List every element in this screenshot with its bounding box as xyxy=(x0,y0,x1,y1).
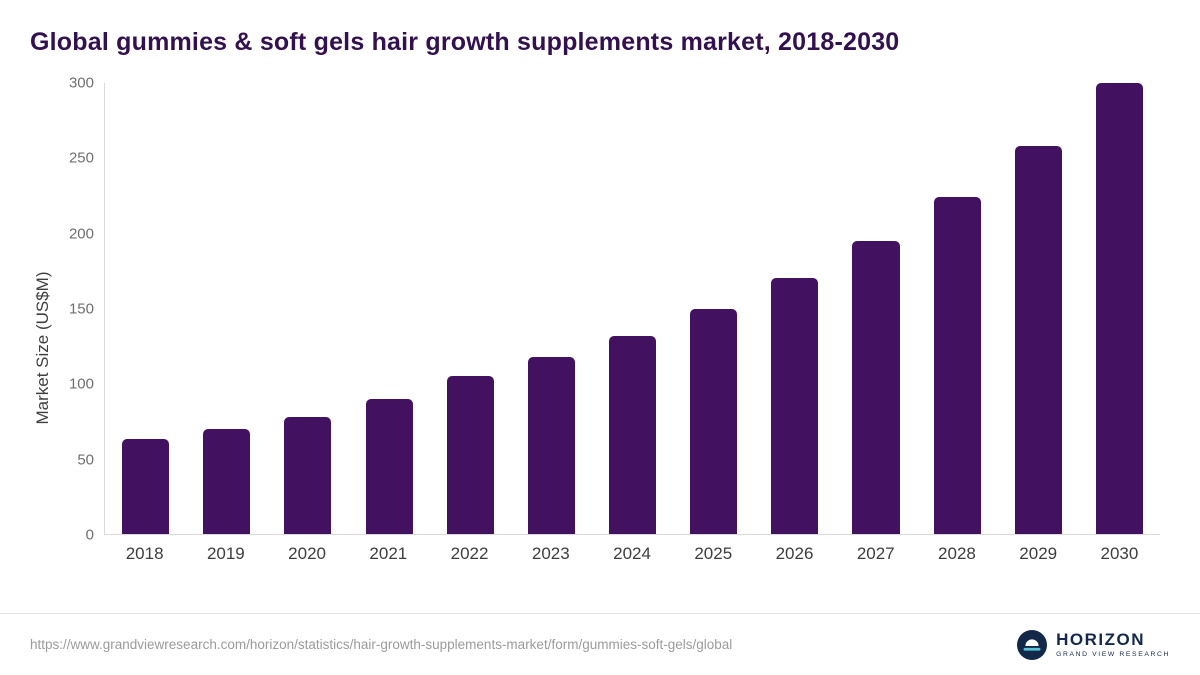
footer: https://www.grandviewresearch.com/horizo… xyxy=(0,613,1200,675)
bar-2020 xyxy=(284,416,332,534)
bar-column xyxy=(673,83,754,534)
y-tick-label: 200 xyxy=(68,225,94,243)
x-tick-label: 2029 xyxy=(1019,544,1058,563)
logo-text: HORIZON GRAND VIEW RESEARCH xyxy=(1056,631,1170,658)
y-tick-label: 250 xyxy=(68,149,94,167)
plot-upper: 300 250 200 150 100 50 0 xyxy=(60,75,1160,544)
bar-column xyxy=(186,83,267,534)
bar-2024 xyxy=(608,335,657,534)
x-tick-label: 2025 xyxy=(694,544,733,563)
logo-title: HORIZON xyxy=(1056,630,1146,650)
bar-column xyxy=(430,83,511,534)
bar-2030 xyxy=(1095,83,1143,534)
bar-2023 xyxy=(527,356,575,534)
bar-column xyxy=(917,83,998,534)
x-tick-label: 2028 xyxy=(938,544,976,563)
bar-2019 xyxy=(203,428,251,534)
bar-2022 xyxy=(446,376,494,534)
bar-column xyxy=(592,83,673,534)
x-tick-label: 2019 xyxy=(206,544,245,563)
bar-column xyxy=(348,83,429,534)
bar-column xyxy=(835,83,916,534)
bar-2027 xyxy=(852,240,900,534)
y-tick-label: 300 xyxy=(68,74,94,92)
bar-column xyxy=(105,83,186,534)
x-tick-label: 2018 xyxy=(125,544,164,563)
page-title: Global gummies & soft gels hair growth s… xyxy=(30,28,900,56)
y-axis-label: Market Size (US$M) xyxy=(33,271,52,425)
logo-subtitle: GRAND VIEW RESEARCH xyxy=(1056,650,1170,658)
y-tick-label: 0 xyxy=(85,526,94,544)
bar-2029 xyxy=(1014,146,1062,534)
bar-column xyxy=(267,83,348,534)
x-tick-label: 2030 xyxy=(1100,544,1139,563)
x-tick-label: 2026 xyxy=(775,544,814,563)
y-axis-label-wrap: Market Size (US$M) xyxy=(26,83,60,613)
bar-2025 xyxy=(690,308,738,534)
y-tick-label: 100 xyxy=(68,375,94,393)
x-tick-label: 2020 xyxy=(288,544,326,563)
source-url: https://www.grandviewresearch.com/horizo… xyxy=(30,637,733,652)
y-tick-label: 50 xyxy=(77,451,94,469)
y-axis-ticks: 300 250 200 150 100 50 0 xyxy=(60,75,104,544)
bar-2026 xyxy=(771,278,819,534)
x-tick-label: 2021 xyxy=(369,544,408,563)
x-tick-label: 2027 xyxy=(856,544,895,563)
y-tick-label: 150 xyxy=(68,300,94,318)
bar-column xyxy=(1079,83,1160,534)
bar-2021 xyxy=(365,398,413,534)
bar-2028 xyxy=(933,197,981,534)
bar-column xyxy=(754,83,835,534)
bars-area xyxy=(104,83,1160,535)
chart-region: Market Size (US$M) 300 250 200 150 100 50 0 20… xyxy=(0,57,1200,613)
horizon-logo-icon xyxy=(1017,629,1048,660)
plot-wrap: 300 250 200 150 100 50 0 2018 2019 2020 2021 2022 2… xyxy=(60,75,1160,613)
x-tick-label: 2024 xyxy=(613,544,651,563)
bar-column xyxy=(511,83,592,534)
bar-column xyxy=(998,83,1079,534)
x-axis-labels: 2018 2019 2020 2021 2022 2023 2024 2025 2026 2027… xyxy=(104,535,1160,564)
bar-2018 xyxy=(122,439,170,534)
x-tick-label: 2022 xyxy=(450,544,489,563)
x-tick-label: 2023 xyxy=(531,544,570,563)
horizon-logo: HORIZON GRAND VIEW RESEARCH xyxy=(1017,629,1170,660)
